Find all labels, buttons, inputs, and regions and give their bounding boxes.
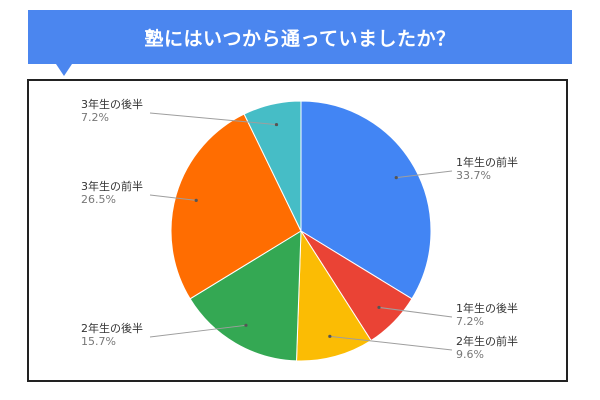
leader-dot-3 — [244, 323, 248, 327]
leader-line-2 — [329, 335, 453, 351]
pie-slice-5 — [243, 100, 302, 232]
leader-dot-1 — [377, 305, 381, 310]
slice-value-0: 33.7% — [456, 169, 491, 182]
leader-dot-2 — [328, 334, 332, 338]
leader-line-5 — [149, 112, 277, 126]
leader-dot-5 — [274, 122, 279, 127]
title-banner — [28, 10, 572, 64]
slice-label-5: 3年生の後半 — [81, 97, 143, 111]
title-banner-tail — [56, 64, 72, 76]
chart-title: 塾にはいつから通っていましたか？ — [144, 27, 456, 50]
slice-value-3: 15.7% — [81, 335, 116, 348]
slice-value-2: 9.6% — [456, 348, 484, 361]
leader-dot-0 — [394, 175, 398, 180]
leader-line-0 — [396, 170, 453, 179]
slice-label-0: 1年生の前半 — [456, 155, 518, 169]
slice-label-2: 2年生の前半 — [456, 334, 518, 348]
slice-value-1: 7.2% — [456, 315, 484, 328]
leader-line-3 — [149, 324, 247, 338]
leader-line-1 — [378, 306, 453, 318]
slice-label-1: 1年生の後半 — [456, 301, 518, 315]
leader-line-4 — [149, 194, 197, 201]
slice-label-4: 3年生の前半 — [81, 179, 143, 193]
leader-dot-4 — [194, 198, 198, 202]
slice-label-3: 2年生の後半 — [81, 321, 143, 335]
slice-value-4: 26.5% — [81, 193, 116, 206]
pie-slice-4 — [170, 113, 302, 300]
slice-value-5: 7.2% — [81, 111, 109, 124]
pie-slice-0 — [300, 100, 432, 300]
